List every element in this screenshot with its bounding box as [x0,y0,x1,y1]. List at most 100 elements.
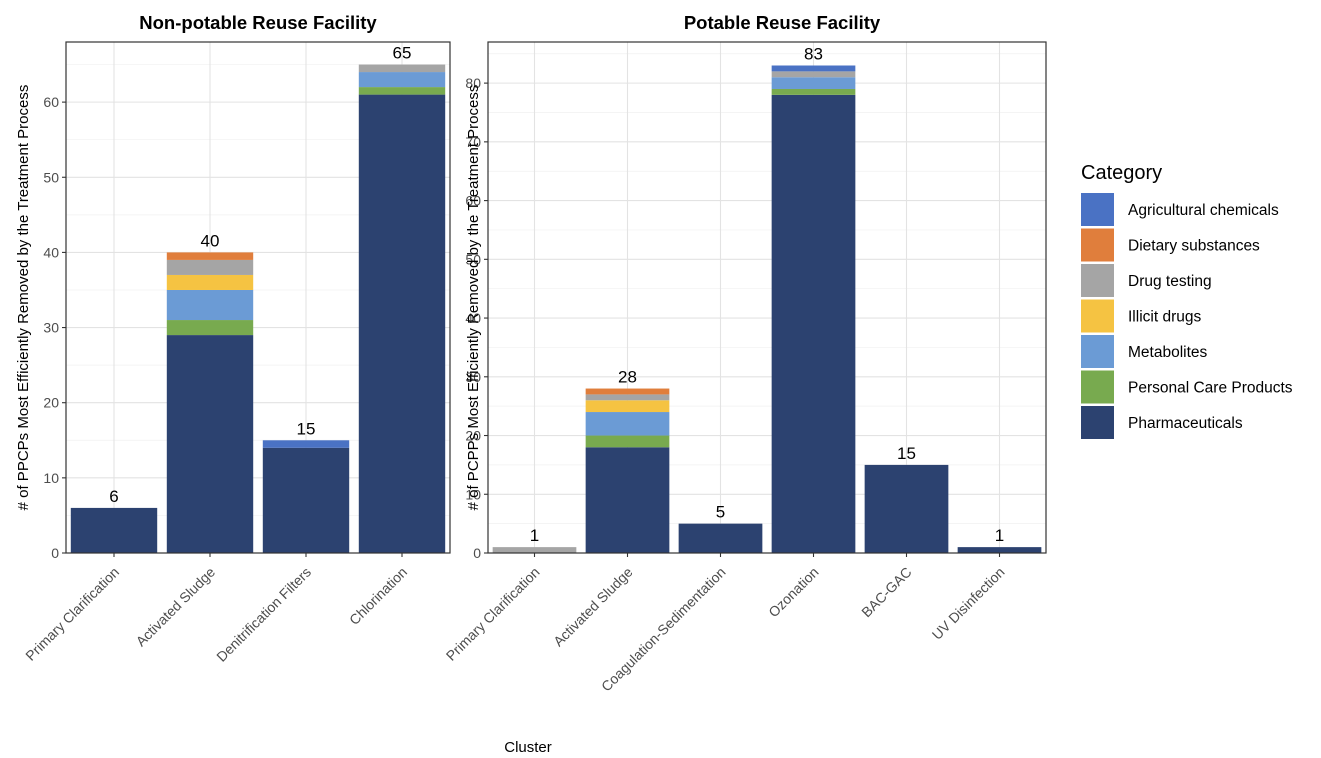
y-tick-label: 50 [43,169,59,185]
x-axis-ticks: Primary Clarification Activated SludgeDen… [22,553,410,665]
y-axis-ticks: 0 10 20 30 40 50 60 70 80 [465,75,488,561]
bar-segment-agricultural-chemicals [262,440,350,448]
bar-segment-drug-testing [358,64,446,73]
bar-total-label: 6 [109,487,118,506]
y-tick-label: 60 [43,94,59,110]
x-tick-label: Chlorination [346,564,410,628]
x-tick-label: Denitrification Filters [213,564,314,665]
legend-label: Dietary substances [1128,238,1260,255]
y-tick-label: 40 [465,310,481,326]
bar-total-label: 1 [995,526,1004,545]
y-axis-title: # of PCPPs Most Efficiently Removed by t… [465,85,482,511]
legend-label: Illicit drugs [1128,309,1201,326]
y-tick-label: 10 [43,470,59,486]
legend-swatch-agricultural-chemicals [1081,193,1114,226]
plot-border [487,41,1047,554]
legend: Category Agricultural chemicals Dietary s… [1081,162,1293,439]
y-tick-label: 0 [473,545,481,561]
bar-segment-drug-testing [166,259,254,275]
y-tick-label: 10 [465,486,481,502]
bar-segment-metabolites [166,289,254,321]
y-tick-label: 20 [465,428,481,444]
legend-title: Category [1081,162,1162,184]
legend-swatch-illicit-drugs [1081,299,1114,333]
y-tick-label: 60 [465,193,481,209]
legend-label: Drug testing [1128,273,1212,290]
bar-segment-drug-testing [771,71,856,78]
bar-segment-metabolites [358,72,446,88]
bar-total-label: 28 [618,368,637,387]
bar-segment-agricultural-chemicals [771,65,856,72]
bar-segment-pharmaceuticals [864,464,949,553]
y-tick-label: 80 [465,75,481,91]
bar-segment-drug-testing [585,394,670,401]
bar-total-label: 15 [897,444,916,463]
bar-segment-pharmaceuticals [358,94,446,554]
x-tick-label: Activated Sludge [133,564,219,650]
bar-segment-pharmaceuticals [70,507,158,553]
bar-segment-pharmaceuticals [585,447,670,553]
bar-total-label: 1 [530,526,539,545]
bar-segment-pharmaceuticals [166,335,254,553]
legend-swatch-personal-care-products [1081,370,1114,404]
y-tick-label: 0 [51,545,59,561]
x-axis-ticks: Primary Clarification Activated SludgeCoa… [443,553,1008,695]
plot-border [65,41,451,554]
legend-swatch-pharmaceuticals [1081,406,1114,439]
bar-total-labels: 6 40 15 65 [109,44,411,506]
bar-total-label: 83 [804,44,823,63]
y-tick-label: 30 [465,369,481,385]
panel-nonpotable: Non-potable Reuse Facility 6 40 15 65 0 10 20… [15,12,451,665]
y-axis-ticks: 0 10 20 30 40 50 60 [43,94,66,561]
y-tick-label: 40 [43,244,59,260]
bar-segment-dietary-substances [585,388,670,395]
bar-segment-personal-care-products [585,435,670,448]
x-tick-label: UV Disinfection [929,564,1008,643]
legend-label: Metabolites [1128,344,1208,361]
bar-total-label: 15 [297,419,316,438]
panel-potable: Potable Reuse Facility 1 28 5 83 15 1 0 10 20 30… [443,12,1047,695]
legend-label: Personal Care Products [1128,380,1293,397]
bar-segment-illicit-drugs [585,400,670,413]
bar-segment-illicit-drugs [166,274,254,290]
legend-swatch-dietary-substances [1081,228,1114,262]
bar-segment-personal-care-products [358,87,446,95]
bar-total-labels: 1 28 5 83 15 1 [530,44,1004,545]
x-tick-label: Primary Clarification [443,564,543,664]
y-tick-label: 20 [43,395,59,411]
bars [70,64,446,554]
panel-title: Non-potable Reuse Facility [139,12,377,33]
bar-segment-pharmaceuticals [678,523,763,553]
bar-segment-pharmaceuticals [771,94,856,554]
y-tick-label: 70 [465,134,481,150]
bar-segment-metabolites [585,412,670,436]
x-tick-label: Ozonation [765,564,821,620]
y-tick-label: 30 [43,320,59,336]
panel-title: Potable Reuse Facility [684,12,881,33]
bar-total-label: 65 [393,44,412,63]
x-tick-label: Activated Sludge [550,564,636,650]
bar-segment-personal-care-products [771,88,856,95]
x-tick-label: Primary Clarification [22,564,122,664]
legend-label: Agricultural chemicals [1128,202,1279,219]
legend-items: Agricultural chemicals Dietary substances… [1081,193,1293,439]
bar-segment-pharmaceuticals [957,547,1042,553]
legend-swatch-drug-testing [1081,264,1114,297]
bar-segment-pharmaceuticals [262,447,350,553]
bar-segment-drug-testing [492,547,577,553]
bar-segment-personal-care-products [166,320,254,336]
legend-label: Pharmaceuticals [1128,415,1243,432]
legend-swatch-metabolites [1081,335,1114,368]
x-axis-title: Cluster [504,739,552,756]
plot-background [488,42,1046,553]
bars [492,65,1042,554]
x-tick-label: BAC-GAC [858,564,914,620]
bar-segment-metabolites [771,77,856,89]
bar-total-label: 40 [201,231,220,250]
bar-segment-dietary-substances [166,252,254,260]
bar-total-label: 5 [716,503,725,522]
y-axis-title: # of PPCPs Most Efficiently Removed by t… [15,85,32,511]
y-tick-label: 50 [465,251,481,267]
